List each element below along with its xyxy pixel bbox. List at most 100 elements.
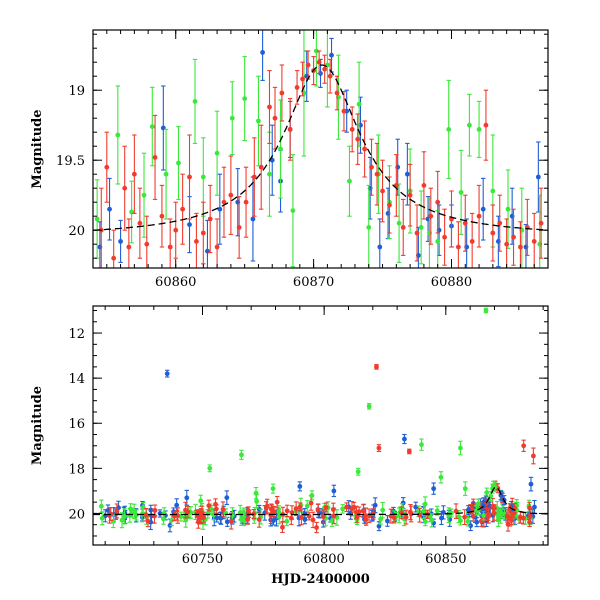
top-blue-point-22: [404, 142, 410, 206]
bottom-ytick-label: 20: [68, 507, 85, 522]
top-red-point-65: [538, 187, 544, 259]
band-point-green-6: [434, 505, 440, 516]
band-point-red-67: [299, 509, 304, 526]
top-green-point-33: [476, 100, 482, 158]
top-red-point-13: [187, 134, 192, 220]
band-point-green-83: [241, 509, 247, 519]
top-red-point-8: [152, 114, 158, 200]
bottom-xtick-label: 60750: [182, 552, 223, 567]
band-point-red-74: [143, 508, 149, 522]
top-red-point-28: [294, 70, 300, 105]
bottom-outlier-21: [297, 481, 303, 492]
bottom-outlier-20: [253, 486, 259, 500]
band-point-red-78: [527, 507, 533, 525]
top-ytick-label: 20: [68, 224, 85, 239]
top-red-point-32: [316, 50, 322, 74]
top-red-point-46: [407, 163, 413, 227]
top-blue-point-2: [118, 219, 123, 263]
top-green-point-35: [505, 169, 511, 249]
bottom-ytick-label: 16: [68, 417, 85, 432]
top-red-point-12: [180, 173, 186, 245]
band-point-red-68: [220, 501, 226, 518]
bottom-ytick-label: 18: [68, 462, 85, 477]
bottom-model-curve: [93, 486, 548, 516]
top-red-point-10: [167, 218, 173, 268]
top-green-point-1: [115, 85, 121, 185]
bottom-outlier-8: [207, 464, 213, 473]
top-xtick-label: 60880: [431, 275, 472, 290]
top-green-point-32: [467, 93, 472, 157]
band-point-blue-31: [441, 505, 446, 520]
top-red-point-45: [400, 198, 406, 256]
band-point-red-64: [314, 521, 319, 534]
top-green-point-4: [149, 86, 155, 167]
top-red-point-20: [236, 196, 242, 259]
top-green-point-6: [176, 126, 181, 200]
top-red-point-42: [380, 159, 385, 223]
top-red-point-2: [111, 229, 117, 268]
band-point-green-28: [380, 501, 386, 519]
top-green-point-27: [418, 190, 424, 265]
top-blue-point-6: [217, 173, 223, 245]
band-point-red-56: [152, 504, 158, 517]
top-ytick-label: 19: [68, 84, 85, 99]
bottom-outlier-13: [521, 439, 527, 452]
top-red-point-25: [272, 86, 278, 150]
top-blue-point-8: [250, 176, 256, 262]
top-model-curve: [93, 64, 548, 231]
bottom-outlier-5: [402, 433, 407, 445]
bottom-outlier-17: [270, 483, 276, 494]
top-red-point-11: [173, 201, 179, 259]
top-red-point-36: [341, 91, 347, 132]
top-green-point-14: [278, 99, 283, 199]
band-point-green-40: [139, 506, 145, 523]
top-green-point-5: [163, 128, 169, 220]
band-point-red-75: [280, 521, 285, 533]
top-red-point-39: [362, 120, 368, 178]
top-red-point-3: [122, 145, 128, 231]
band-point-red-33: [363, 507, 369, 525]
top-red-point-51: [442, 208, 447, 266]
band-point-green-30: [122, 508, 127, 525]
bottom-ytick-label: 12: [68, 327, 85, 342]
bottom-xlabel: HJD-2400000: [271, 572, 370, 587]
top-red-point-57: [483, 89, 489, 161]
top-red-point-58: [490, 204, 496, 262]
top-green-point-12: [256, 75, 261, 167]
band-point-red-80: [297, 502, 303, 512]
top-green-point-30: [446, 79, 452, 179]
band-point-red-7: [185, 505, 191, 518]
top-red-point-26: [279, 64, 285, 122]
band-point-red-16: [491, 504, 497, 513]
bottom-outlier-6: [419, 438, 424, 451]
event-point-38: [483, 498, 489, 509]
top-red-point-48: [421, 151, 427, 220]
top-red-point-61: [511, 208, 516, 266]
top-ylabel: Magnitude: [30, 109, 45, 188]
top-green-point-7: [192, 58, 198, 144]
band-point-red-30: [403, 509, 409, 525]
bottom-outlier-2: [374, 364, 379, 370]
top-green-point-17: [313, 30, 319, 87]
top-red-point-21: [243, 166, 249, 238]
top-red-point-23: [258, 124, 264, 210]
top-red-point-37: [349, 106, 355, 153]
top-red-point-38: [355, 113, 361, 165]
band-point-blue-93: [148, 504, 154, 516]
band-point-blue-42: [413, 501, 419, 513]
bottom-outlier-14: [531, 447, 536, 465]
top-red-point-50: [435, 170, 441, 234]
band-point-red-41: [114, 503, 120, 519]
band-point-red-44: [320, 509, 326, 524]
top-green-point-13: [267, 131, 272, 217]
band-point-green-0: [304, 500, 310, 512]
top-red-point-56: [476, 184, 482, 248]
bottom-outlier-19: [224, 490, 230, 505]
top-red-point-64: [531, 212, 537, 268]
top-red-point-47: [414, 204, 420, 262]
band-point-green-21: [98, 499, 104, 514]
top-red-point-41: [374, 142, 380, 206]
top-green-point-2: [129, 180, 135, 244]
band-point-green-77: [429, 513, 435, 528]
band-point-red-69: [284, 504, 290, 518]
